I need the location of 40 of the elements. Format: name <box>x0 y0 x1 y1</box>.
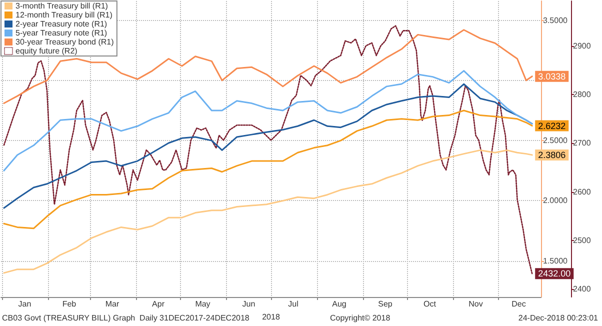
y2-tick-label: 2500 <box>573 236 592 246</box>
y2-tick-label: 2400 <box>573 284 592 294</box>
x-tick-label: Jan <box>18 300 32 308</box>
x-axis-title: 2018 <box>262 312 280 322</box>
legend-label: equity future (R2) <box>16 46 78 56</box>
x-tick-label: Apr <box>152 300 165 308</box>
y-tick-label: 2.0000 <box>543 196 568 206</box>
line-series <box>3 29 533 104</box>
text: Copyright© 2018 <box>330 314 391 322</box>
x-tick-label: May <box>195 300 210 308</box>
line-series <box>3 70 533 172</box>
legend-label: 5-year Treasury note (R1) <box>16 28 108 38</box>
x-tick-label: Jun <box>242 300 256 308</box>
y-tick-label: 2.5000 <box>543 136 568 146</box>
legend-label: 2-year Treasury note (R1) <box>16 20 108 28</box>
data-label: 3.0338 <box>538 71 566 82</box>
x-tick-label: Mar <box>105 300 120 308</box>
x-tick-label: Feb <box>62 300 77 308</box>
y2-tick-label: 2800 <box>573 90 592 99</box>
x-tick-label: Oct <box>424 300 437 308</box>
y2-tick-label: 2900 <box>573 41 592 50</box>
legend-label: 12-month Treasury bill (R1) <box>16 10 113 20</box>
y-tick-label: 3.5000 <box>543 16 568 25</box>
y-tick-label: 1.5000 <box>543 256 568 266</box>
line-series <box>3 110 533 230</box>
y2-tick-label: 2700 <box>573 138 592 148</box>
legend-label: 30-year Treasury bond (R1) <box>16 38 114 46</box>
data-label: 2.3806 <box>538 150 566 160</box>
line-series <box>3 149 533 274</box>
data-label: 2.6232 <box>538 120 566 131</box>
x-tick-label: Nov <box>468 300 483 308</box>
x-tick-label: Sep <box>378 300 393 308</box>
text: 24-Dec-2018 00:23:01 <box>518 314 599 322</box>
x-tick-label: Jul <box>288 300 299 308</box>
y2-tick-label: 2600 <box>573 187 592 196</box>
x-tick-label: Dec <box>512 300 526 308</box>
legend-label: 3-month Treasury bill (R1) <box>16 2 108 10</box>
text: CB03 Govt (TREASURY BILL) Graph Daily 31DEC2017-24DEC2018 <box>2 314 250 322</box>
data-label: 2432.00 <box>538 268 571 279</box>
x-tick-label: Aug <box>332 300 346 308</box>
